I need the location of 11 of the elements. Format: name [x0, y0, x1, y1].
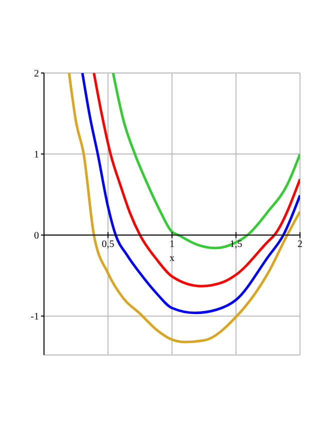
- x-axis-title: x: [170, 253, 174, 264]
- line-series: [81, 73, 300, 314]
- line-series: [68, 73, 300, 344]
- x-tick-label: 2: [298, 239, 302, 250]
- line-series: [92, 73, 300, 288]
- x-tick-label: 1: [170, 239, 174, 250]
- y-tick-label: 1: [34, 150, 39, 161]
- y-tick-label: 2: [34, 68, 39, 80]
- y-tick-label: -1: [30, 312, 39, 323]
- x-tick-label: 0,5: [102, 239, 114, 250]
- y-tick-label: 0: [34, 230, 39, 242]
